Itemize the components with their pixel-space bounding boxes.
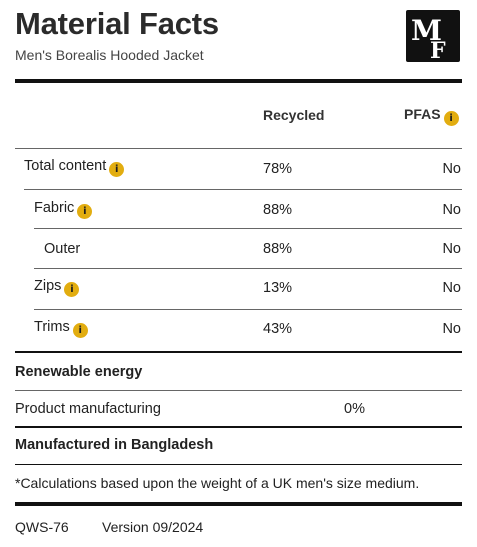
header-divider [15, 148, 462, 149]
row-label-fabric: Fabric i [34, 199, 93, 219]
total-content-recycled: 78% [263, 161, 293, 177]
product-code: QWS-76 [15, 519, 69, 535]
row-divider [24, 189, 462, 190]
fabric-recycled: 88% [263, 202, 293, 218]
row-label-zips: Zips i [34, 277, 80, 297]
svg-text:M: M [411, 14, 442, 47]
page-title: Material Facts [15, 6, 219, 41]
renewable-energy-heading: Renewable energy [15, 364, 143, 380]
total-content-info-icon[interactable]: i [109, 162, 125, 177]
product-manufacturing-value: 0% [344, 401, 365, 417]
section-rule [15, 464, 462, 465]
outer-pfas: No [442, 241, 461, 257]
trims-pfas: No [442, 321, 461, 337]
trims-info-icon[interactable]: i [72, 323, 88, 338]
product-name: Men's Borealis Hooded Jacket [15, 47, 204, 63]
outer-recycled: 88% [263, 241, 293, 257]
bottom-rule [15, 502, 462, 506]
top-rule [15, 79, 462, 83]
row-divider [15, 390, 462, 391]
svg-text:F: F [430, 38, 446, 62]
fabric-info-icon[interactable]: i [77, 204, 93, 219]
column-header-pfas: PFAS i [404, 106, 459, 126]
section-rule [15, 351, 462, 353]
zips-recycled: 13% [263, 280, 293, 296]
row-divider [34, 309, 462, 310]
row-divider [34, 268, 462, 269]
column-header-recycled: Recycled [263, 107, 325, 123]
mf-logo: M F [406, 10, 460, 62]
total-content-pfas: No [442, 161, 461, 177]
row-divider [34, 228, 462, 229]
pfas-info-icon[interactable]: i [443, 111, 459, 126]
row-label-zips-text: Zips [34, 278, 62, 294]
row-label-trims: Trims i [34, 318, 88, 338]
row-label-outer: Outer [44, 241, 81, 257]
row-label-trims-text: Trims [34, 319, 70, 335]
row-label-total-content: Total content i [24, 157, 125, 177]
section-rule [15, 426, 462, 428]
row-label-fabric-text: Fabric [34, 200, 75, 216]
zips-pfas: No [442, 280, 461, 296]
product-manufacturing-label: Product manufacturing [15, 401, 161, 417]
trims-recycled: 43% [263, 321, 293, 337]
footnote: *Calculations based upon the weight of a… [15, 475, 420, 491]
column-header-pfas-label: PFAS [404, 106, 441, 122]
zips-info-icon[interactable]: i [64, 282, 80, 297]
manufacturing-origin: Manufactured in Bangladesh [15, 437, 214, 453]
fabric-pfas: No [442, 202, 461, 218]
version-label: Version 09/2024 [102, 519, 204, 535]
row-label-total-content-text: Total content [24, 158, 107, 174]
